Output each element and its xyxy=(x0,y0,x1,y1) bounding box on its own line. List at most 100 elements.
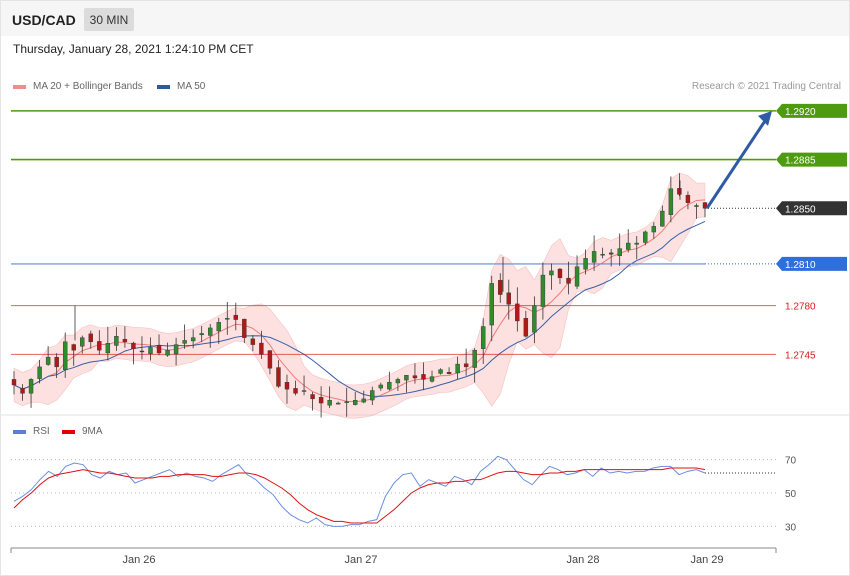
candle-body xyxy=(626,242,631,250)
candle-body xyxy=(293,388,298,394)
candle-body xyxy=(182,340,187,344)
rsi-tick-30: 30 xyxy=(785,522,797,533)
candle-body xyxy=(276,367,281,387)
candle-body xyxy=(378,384,384,389)
candle-body xyxy=(412,375,418,379)
x-tick-label: Jan 27 xyxy=(344,554,377,566)
candle-body xyxy=(344,401,349,403)
level-tag-shape xyxy=(776,256,847,271)
ma50-line xyxy=(13,221,706,397)
level-tag-1.2885: 1.2885 xyxy=(776,152,847,167)
candle-body xyxy=(122,338,128,343)
candle-body xyxy=(208,327,213,336)
candle-body xyxy=(80,337,85,347)
candle-body xyxy=(583,258,588,270)
candle-body xyxy=(105,343,111,354)
candle-body xyxy=(489,283,494,326)
candle-body xyxy=(353,400,358,405)
candle-body xyxy=(310,394,315,400)
candle-body xyxy=(702,202,708,209)
legend-9ma-label: 9MA xyxy=(82,426,103,437)
candle-body xyxy=(114,336,119,346)
legend-ma50-label: MA 50 xyxy=(177,81,206,92)
candle-body xyxy=(566,277,571,284)
forecast-arrow-head xyxy=(758,110,772,126)
candle-body xyxy=(404,375,409,381)
legend-ma20-label: MA 20 + Bollinger Bands xyxy=(33,81,143,92)
level-label-1.2885: 1.2885 xyxy=(785,156,816,167)
candle-body xyxy=(370,390,375,401)
candle-body xyxy=(148,347,153,354)
credit-text: Research © 2021 Trading Central xyxy=(691,81,841,92)
candle-body xyxy=(318,397,324,404)
level-label-1.2920: 1.2920 xyxy=(785,107,816,118)
candle-body xyxy=(617,248,622,256)
legend-ma20: MA 20 + Bollinger Bands xyxy=(13,81,143,92)
candle-body xyxy=(88,333,93,343)
candle-body xyxy=(395,379,401,384)
candle-body xyxy=(660,210,665,227)
header-bar: USD/CAD 30 MIN xyxy=(1,1,849,36)
candle-body xyxy=(199,333,204,336)
candle-body xyxy=(540,274,546,307)
level-tag-1.2850: 1.2850 xyxy=(776,201,847,216)
legend-rsi: RSI xyxy=(13,426,50,437)
candle-body xyxy=(173,344,179,355)
candle-body xyxy=(165,349,170,356)
candle-body xyxy=(335,402,341,405)
candle-body xyxy=(37,366,42,379)
level-tag-shape xyxy=(776,152,847,167)
candle-body xyxy=(668,188,674,215)
candle-body xyxy=(62,341,68,370)
x-tick-label: Jan 28 xyxy=(566,554,599,566)
candle-body xyxy=(421,374,426,380)
candle-body xyxy=(361,398,366,403)
candle-body xyxy=(54,356,59,368)
candle-body xyxy=(20,387,25,394)
candle-body xyxy=(480,326,486,350)
ma20-line xyxy=(13,199,706,403)
candle-body xyxy=(506,292,511,305)
candle-body xyxy=(45,356,51,365)
candle-body xyxy=(225,317,230,320)
candle-body xyxy=(685,194,691,203)
candle-body xyxy=(259,342,264,355)
candle-body xyxy=(327,400,332,406)
candle-body xyxy=(463,363,469,368)
candle-body xyxy=(694,205,699,207)
candle-body xyxy=(557,268,563,279)
level-tag-shape xyxy=(776,103,847,118)
candle-body xyxy=(523,318,529,337)
level-tag-1.2920: 1.2920 xyxy=(776,103,847,118)
candle-body xyxy=(139,350,145,353)
candle-body xyxy=(574,266,580,287)
ma50-swatch xyxy=(157,84,170,89)
bollinger-band xyxy=(13,172,706,419)
candle-body xyxy=(190,337,196,342)
ma20-swatch xyxy=(13,84,26,89)
timeframe-badge[interactable]: 30 MIN xyxy=(84,8,134,31)
level-tag-shape xyxy=(776,201,847,216)
candle-body xyxy=(284,382,290,390)
candle-body xyxy=(600,253,605,256)
legend-rsi-label: RSI xyxy=(33,426,50,437)
legend-9ma: 9MA xyxy=(62,426,103,437)
candle-body xyxy=(455,363,460,374)
candle-body xyxy=(446,372,452,375)
candle-body xyxy=(677,188,682,195)
candle-body xyxy=(549,270,554,276)
candle-body xyxy=(532,305,537,333)
candle-body xyxy=(472,349,477,368)
rsi-tick-50: 50 xyxy=(785,489,797,500)
candle-body xyxy=(301,390,307,392)
candle-body xyxy=(643,231,648,243)
candle-body xyxy=(131,342,136,349)
candle-body xyxy=(250,338,256,345)
candle-body xyxy=(651,226,657,233)
candle-body xyxy=(498,279,503,295)
level-label-1.2780: 1.2780 xyxy=(785,302,816,313)
ma9-swatch xyxy=(62,429,75,434)
candle-body xyxy=(608,252,614,255)
x-tick-label: Jan 29 xyxy=(690,554,723,566)
candle-body xyxy=(28,379,34,394)
